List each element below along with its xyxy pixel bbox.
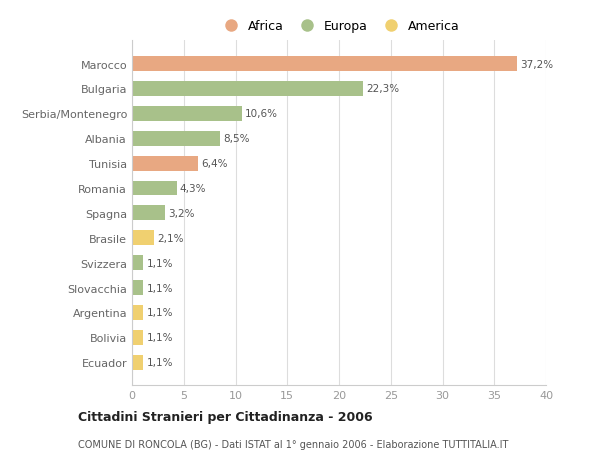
Bar bbox=[132, 57, 517, 72]
Text: 37,2%: 37,2% bbox=[520, 59, 553, 69]
Text: 1,1%: 1,1% bbox=[146, 283, 173, 293]
Bar bbox=[132, 181, 176, 196]
Bar bbox=[132, 280, 143, 296]
Bar bbox=[132, 330, 143, 345]
Bar bbox=[132, 206, 165, 221]
Text: COMUNE DI RONCOLA (BG) - Dati ISTAT al 1° gennaio 2006 - Elaborazione TUTTITALIA: COMUNE DI RONCOLA (BG) - Dati ISTAT al 1… bbox=[78, 440, 508, 449]
Bar bbox=[132, 157, 198, 171]
Bar bbox=[132, 231, 154, 246]
Text: Cittadini Stranieri per Cittadinanza - 2006: Cittadini Stranieri per Cittadinanza - 2… bbox=[78, 410, 373, 423]
Text: 22,3%: 22,3% bbox=[366, 84, 399, 94]
Text: 10,6%: 10,6% bbox=[245, 109, 278, 119]
Bar bbox=[132, 305, 143, 320]
Bar bbox=[132, 131, 220, 146]
Bar bbox=[132, 82, 363, 97]
Text: 1,1%: 1,1% bbox=[146, 258, 173, 268]
Text: 1,1%: 1,1% bbox=[146, 308, 173, 318]
Text: 3,2%: 3,2% bbox=[168, 208, 195, 218]
Text: 8,5%: 8,5% bbox=[223, 134, 250, 144]
Bar bbox=[132, 256, 143, 270]
Bar bbox=[132, 355, 143, 370]
Text: 4,3%: 4,3% bbox=[179, 184, 206, 194]
Legend: Africa, Europa, America: Africa, Europa, America bbox=[215, 17, 464, 37]
Bar bbox=[132, 106, 242, 122]
Text: 1,1%: 1,1% bbox=[146, 358, 173, 368]
Text: 6,4%: 6,4% bbox=[202, 159, 228, 169]
Text: 2,1%: 2,1% bbox=[157, 233, 184, 243]
Text: 1,1%: 1,1% bbox=[146, 333, 173, 342]
